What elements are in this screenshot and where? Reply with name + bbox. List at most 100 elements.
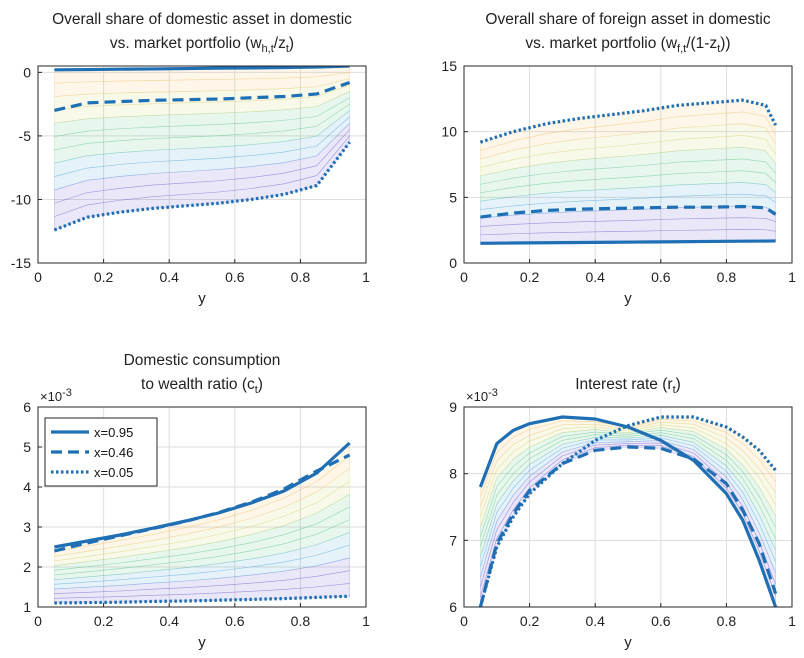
fan-band [480,135,776,177]
fan-band [54,493,350,571]
chart-title-line: to wealth ratio (ct) [141,376,263,396]
x-tick-label: 0.8 [717,269,737,285]
fan-band [480,434,776,568]
chart-title-line: Overall share of domestic asset in domes… [52,11,352,28]
y-tick-label: 8 [449,466,457,482]
x-axis-label: y [198,634,206,651]
legend-label: x=0.95 [94,425,133,440]
series-line-dotted [53,141,351,232]
x-tick-label: 1 [788,613,796,629]
chart-title-line: Domestic consumption [124,352,281,369]
fan-band [54,557,350,594]
x-tick-label: 0 [34,269,42,285]
fan-band [480,170,776,202]
x-tick-label: 0.6 [651,613,671,629]
x-axis-label: y [624,634,632,651]
y-tick-label: 3 [23,519,31,535]
fan-band [480,99,776,152]
series-line-solid [480,239,776,245]
fan-band [480,429,776,548]
y-tick-label: 0 [449,255,457,271]
y-tick-label: -15 [11,255,31,271]
x-tick-label: 0.2 [94,613,114,629]
legend: x=0.95 x=0.46 x=0.05 [44,417,158,487]
fan-band [54,455,350,557]
chart-title-line: Interest rate (rt) [575,376,681,396]
chart-panel-4: 0 0.2 0.4 0.6 0.8 1 6 7 8 9 ×10-3 y Interest rate (r… [449,376,796,651]
fan-band [54,109,350,177]
x-tick-label: 1 [362,269,370,285]
fan-band [480,442,776,598]
fan-band [480,217,776,236]
fan-band [480,205,776,227]
fan-band [480,111,776,160]
fan-band [54,84,350,124]
x-tick-label: 0.4 [159,613,179,629]
fan-band [480,437,776,578]
series-line-solid [478,415,778,607]
x-axis-label: y [198,290,206,307]
y-tick-label: 15 [441,58,457,74]
series-line-dotted [478,415,777,607]
y-tick-label: 0 [23,64,31,80]
x-tick-label: 0 [34,613,42,629]
y-exponent-label: ×10-3 [40,387,72,404]
legend-label: x=0.05 [94,465,133,480]
fan-band [480,123,776,168]
x-tick-label: 0.4 [159,269,179,285]
x-tick-label: 0.2 [520,269,540,285]
x-tick-label: 0.4 [585,269,605,285]
series-line-dashed [480,204,777,219]
fan-band [54,97,350,151]
series-line-dashed [54,453,351,553]
fan-band [54,531,350,585]
y-tick-label: 10 [441,124,457,140]
series-line-dotted [479,98,778,144]
fan-band [54,506,350,576]
fan-band [54,570,350,599]
fan-band [54,72,350,97]
axes-box [37,406,367,608]
series-line-solid [54,441,351,549]
y-tick-label: 6 [23,399,31,415]
axes-box [463,406,793,608]
y-tick-label: 9 [449,399,457,415]
x-tick-label: 0 [460,269,468,285]
series-line-dotted [54,594,350,605]
fan-band [480,158,776,194]
fan-band [480,193,776,219]
chart-panel-1: 0 0.2 0.4 0.6 0.8 1 0 -5 -10 -15 y Overall share of… [11,11,370,307]
x-axis-label: y [624,290,632,307]
x-tick-label: 0.6 [225,613,245,629]
x-tick-label: 0.4 [585,613,605,629]
fan-band [54,122,350,204]
fan-band [480,424,776,528]
fan-band [480,432,776,558]
x-tick-label: 1 [362,613,370,629]
x-tick-label: 0.8 [291,269,311,285]
fan-band [480,440,776,588]
legend-label: x=0.46 [94,445,133,460]
x-tick-label: 0.2 [520,613,540,629]
x-tick-label: 0 [460,613,468,629]
fan-band [54,519,350,580]
fan-band [54,90,350,137]
chart-title-line: vs. market portfolio (wh,t/zt) [110,35,294,55]
fan-band [54,480,350,567]
x-tick-label: 0.8 [717,613,737,629]
x-tick-label: 0.8 [291,613,311,629]
y-tick-label: 6 [449,599,457,615]
y-tick-label: 7 [449,532,457,548]
series-line-dashed [54,81,351,113]
x-tick-label: 0.6 [651,269,671,285]
x-tick-label: 0.2 [94,269,114,285]
y-tick-label: -5 [19,128,32,144]
axes-box [37,65,367,264]
y-tick-label: 2 [23,559,31,575]
y-tick-label: 4 [23,479,31,495]
y-exponent-label: ×10-3 [466,387,498,404]
chart-title-line: Overall share of foreign asset in domest… [485,11,770,28]
fan-band [480,146,776,185]
